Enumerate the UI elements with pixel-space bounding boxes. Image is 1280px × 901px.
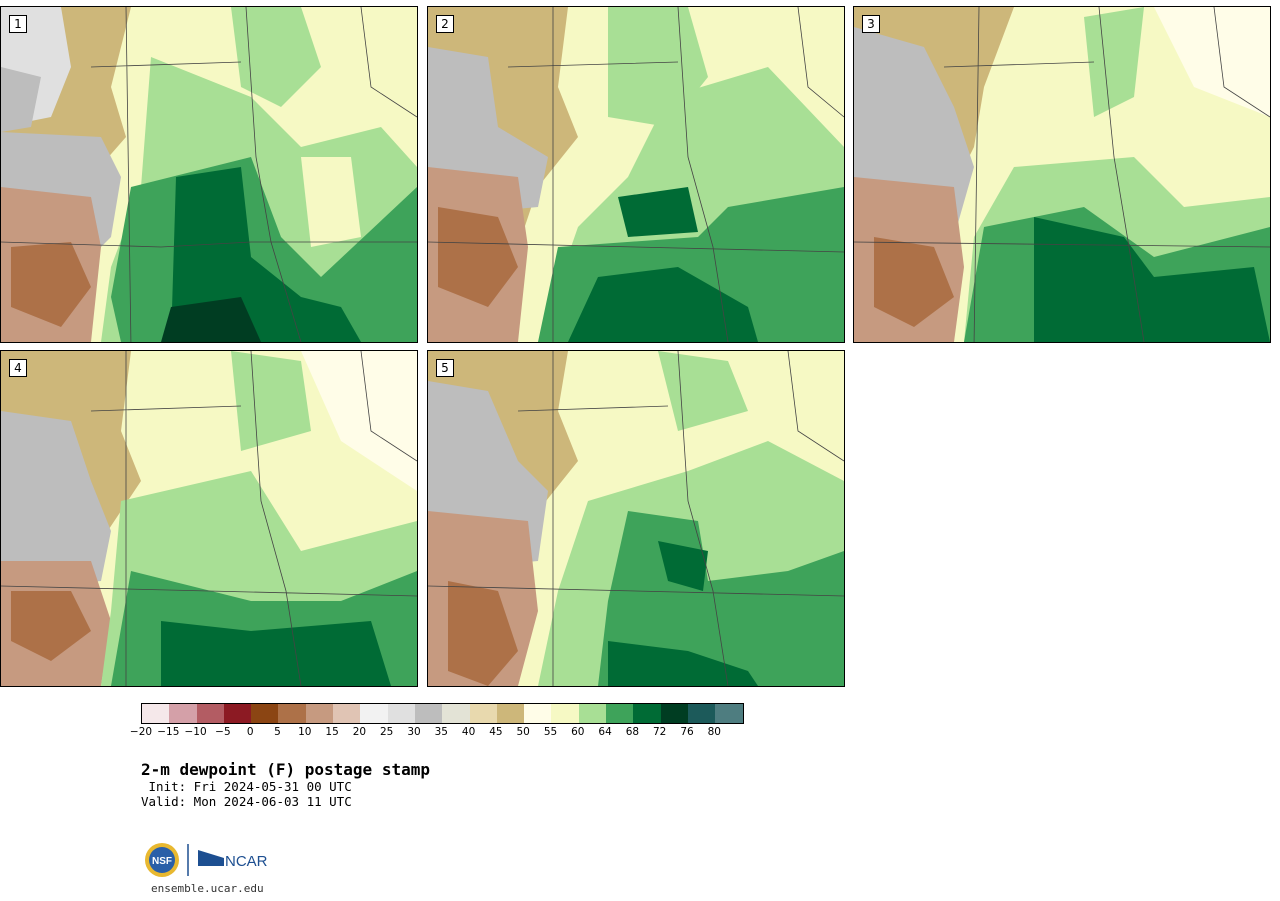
colorbar-tick-label: 76 — [680, 726, 694, 738]
colorbar-tick-label: 68 — [625, 726, 640, 738]
valid-time: Valid: Mon 2024-06-03 11 UTC — [141, 794, 352, 809]
colorbar-swatch — [333, 704, 361, 723]
nsf-ncar-logo: NSF NCAR — [144, 842, 274, 886]
dewpoint-map-2 — [428, 7, 844, 342]
nsf-logo-text: NSF — [152, 856, 172, 867]
colorbar-tick-label: 55 — [543, 726, 558, 738]
colorbar-tick-label: 5 — [274, 726, 281, 738]
colorbar-swatch — [142, 704, 170, 723]
colorbar-swatch — [169, 704, 197, 723]
colorbar-tick-label: 80 — [707, 726, 721, 738]
panel-label: 3 — [862, 15, 880, 33]
dewpoint-map-4 — [1, 351, 417, 686]
dewpoint-map-1 — [1, 7, 417, 342]
colorbar-tick-label: 72 — [653, 726, 667, 738]
colorbar-tick-label: 30 — [407, 726, 421, 738]
colorbar-tick-label: 64 — [598, 726, 612, 738]
colorbar-swatch — [469, 704, 497, 723]
colorbar-tick-label: 60 — [571, 726, 585, 738]
dewpoint-map-3 — [854, 7, 1270, 342]
colorbar-tick-label: 25 — [380, 726, 394, 738]
colorbar-swatch — [715, 704, 743, 723]
colorbar-swatch — [305, 704, 334, 723]
colorbar-swatch — [551, 704, 579, 723]
colorbar-swatch — [360, 704, 388, 723]
colorbar-tick-label: 35 — [434, 726, 448, 738]
chart-title: 2-m dewpoint (F) postage stamp — [141, 760, 430, 779]
colorbar-swatch — [223, 704, 252, 723]
dewpoint-map-5 — [428, 351, 844, 686]
panel-label: 1 — [9, 15, 27, 33]
map-panel-3: 3 — [853, 6, 1271, 343]
colorbar-tick-label: −15 — [157, 726, 180, 738]
colorbar-swatch — [442, 704, 470, 723]
map-panel-4: 4 — [0, 350, 418, 687]
colorbar-swatch — [387, 704, 415, 723]
colorbar-tick-label: 45 — [489, 726, 503, 738]
colorbar-tick-label: 50 — [516, 726, 530, 738]
colorbar-swatch — [496, 704, 525, 723]
colorbar-tick-label: −20 — [129, 726, 153, 738]
colorbar-swatch — [660, 704, 688, 723]
colorbar-swatch — [196, 704, 224, 723]
colorbar-swatch — [606, 704, 634, 723]
ncar-logo-text: NCAR — [225, 853, 268, 870]
colorbar-swatch — [524, 704, 552, 723]
colorbar-swatch — [633, 704, 661, 723]
colorbar-tick-label: 15 — [325, 726, 339, 738]
colorbar-swatch — [414, 704, 443, 723]
colorbar-tick-label: −10 — [184, 726, 207, 738]
panel-label: 4 — [9, 359, 27, 377]
colorbar-tick-label: 10 — [298, 726, 312, 738]
colorbar-tick-label: 40 — [461, 726, 476, 738]
colorbar — [141, 703, 744, 724]
colorbar-swatch — [578, 704, 607, 723]
map-panel-2: 2 — [427, 6, 845, 343]
panel-label: 5 — [436, 359, 454, 377]
site-url[interactable]: ensemble.ucar.edu — [151, 882, 264, 895]
colorbar-tick-label: −5 — [215, 726, 231, 738]
colorbar-swatch — [687, 704, 716, 723]
colorbar-swatch — [251, 704, 279, 723]
init-time: Init: Fri 2024-05-31 00 UTC — [141, 779, 352, 794]
map-panel-5: 5 — [427, 350, 845, 687]
map-panel-1: 1 — [0, 6, 418, 343]
colorbar-tick-label: 20 — [352, 726, 367, 738]
colorbar-swatch — [278, 704, 306, 723]
colorbar-ticks: −20 −15 −10 −5 0 5 10 15 20 25 30 35 40 45 50 55 60 64 68 7… — [0, 726, 900, 740]
panel-label: 2 — [436, 15, 454, 33]
colorbar-tick-label: 0 — [246, 726, 254, 738]
